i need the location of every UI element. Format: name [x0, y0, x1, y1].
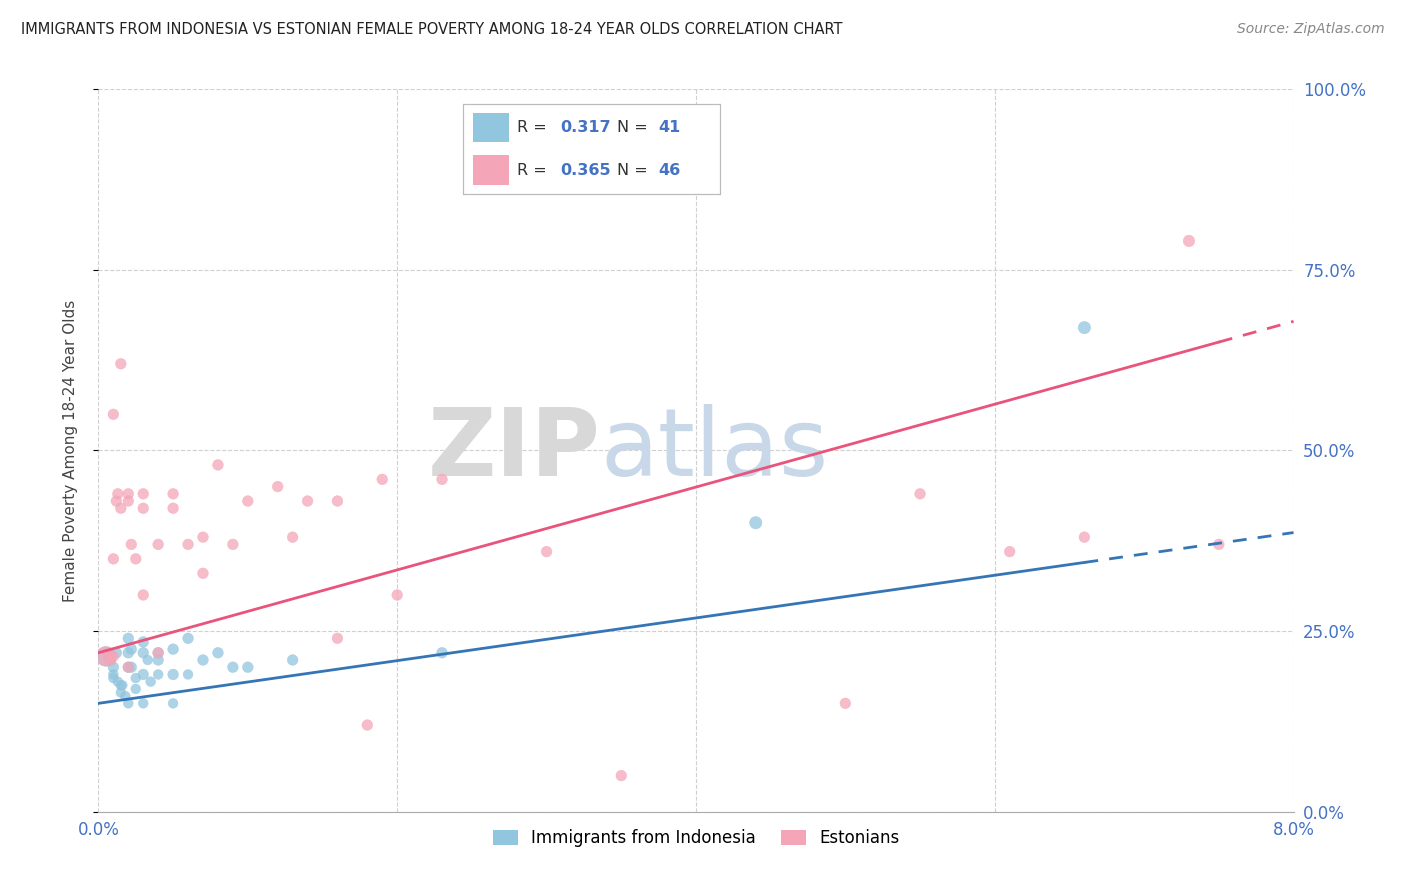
Point — [125, 551, 148, 566]
Point — [132, 501, 155, 516]
Point — [177, 632, 200, 646]
Point — [105, 646, 128, 660]
Point — [117, 696, 139, 710]
Point — [222, 660, 245, 674]
Point — [107, 674, 129, 689]
Point — [132, 667, 155, 681]
Point — [148, 667, 170, 681]
Point — [281, 530, 304, 544]
Point — [430, 646, 453, 660]
Point — [177, 667, 200, 681]
Point — [356, 718, 378, 732]
Point — [139, 674, 162, 689]
Point — [385, 588, 409, 602]
Point — [132, 696, 155, 710]
Point — [998, 544, 1021, 558]
Text: ZIP: ZIP — [427, 404, 600, 497]
Point — [745, 516, 768, 530]
Point — [103, 649, 125, 664]
Point — [191, 530, 214, 544]
Point — [148, 646, 170, 660]
Point — [98, 653, 122, 667]
Point — [685, 176, 707, 190]
Point — [162, 487, 184, 501]
Point — [110, 678, 132, 692]
Legend: Immigrants from Indonesia, Estonians: Immigrants from Indonesia, Estonians — [486, 822, 905, 854]
Point — [117, 487, 139, 501]
Point — [94, 649, 117, 664]
Point — [1208, 537, 1230, 551]
Point — [117, 646, 139, 660]
Point — [103, 551, 125, 566]
Point — [125, 681, 148, 696]
Point — [834, 696, 856, 710]
Point — [430, 472, 453, 486]
Point — [191, 653, 214, 667]
Point — [1073, 530, 1095, 544]
Point — [267, 480, 290, 494]
Point — [105, 494, 128, 508]
Point — [162, 642, 184, 657]
Point — [132, 635, 155, 649]
Point — [103, 407, 125, 421]
Point — [371, 472, 394, 486]
Point — [97, 649, 120, 664]
Point — [120, 537, 142, 551]
Point — [132, 487, 155, 501]
Y-axis label: Female Poverty Among 18-24 Year Olds: Female Poverty Among 18-24 Year Olds — [63, 300, 77, 601]
Point — [326, 494, 349, 508]
Point — [326, 632, 349, 646]
Point — [117, 632, 139, 646]
Point — [610, 769, 633, 783]
Text: atlas: atlas — [600, 404, 828, 497]
Point — [148, 537, 170, 551]
Point — [125, 671, 148, 685]
Point — [107, 487, 129, 501]
Point — [191, 566, 214, 581]
Point — [908, 487, 931, 501]
Point — [94, 649, 117, 664]
Point — [110, 685, 132, 699]
Point — [1073, 320, 1095, 334]
Point — [111, 678, 134, 692]
Point — [236, 494, 259, 508]
Point — [162, 696, 184, 710]
Point — [207, 646, 229, 660]
Point — [162, 667, 184, 681]
Point — [110, 357, 132, 371]
Point — [120, 660, 142, 674]
Point — [222, 537, 245, 551]
Point — [103, 660, 125, 674]
Point — [536, 544, 558, 558]
Text: IMMIGRANTS FROM INDONESIA VS ESTONIAN FEMALE POVERTY AMONG 18-24 YEAR OLDS CORRE: IMMIGRANTS FROM INDONESIA VS ESTONIAN FE… — [21, 22, 842, 37]
Text: Source: ZipAtlas.com: Source: ZipAtlas.com — [1237, 22, 1385, 37]
Point — [136, 653, 159, 667]
Point — [207, 458, 229, 472]
Point — [148, 646, 170, 660]
Point — [117, 660, 139, 674]
Point — [103, 671, 125, 685]
Point — [114, 689, 136, 703]
Point — [297, 494, 319, 508]
Point — [110, 501, 132, 516]
Point — [120, 642, 142, 657]
Point — [103, 667, 125, 681]
Point — [281, 653, 304, 667]
Point — [132, 588, 155, 602]
Point — [162, 501, 184, 516]
Point — [177, 537, 200, 551]
Point — [132, 646, 155, 660]
Point — [117, 494, 139, 508]
Point — [1178, 234, 1201, 248]
Point — [236, 660, 259, 674]
Point — [117, 660, 139, 674]
Point — [148, 653, 170, 667]
Point — [98, 653, 122, 667]
